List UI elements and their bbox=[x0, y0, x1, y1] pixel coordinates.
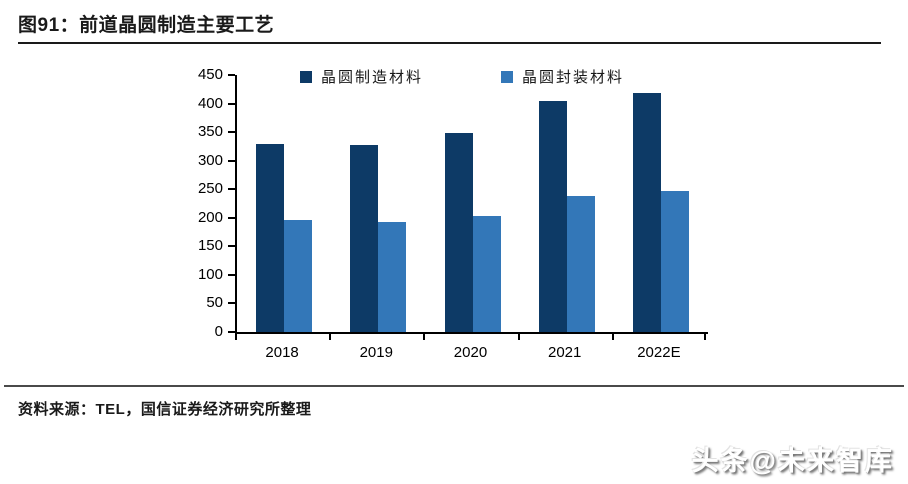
y-tick-mark bbox=[228, 102, 235, 105]
bar-晶圆封装材料-2019 bbox=[378, 222, 407, 332]
x-tick-mark bbox=[517, 334, 520, 340]
legend-item: 晶圆制造材料 bbox=[300, 66, 423, 87]
legend-swatch-icon bbox=[300, 70, 312, 83]
y-tick-mark bbox=[228, 331, 235, 333]
x-tick-mark bbox=[611, 334, 614, 340]
legend-label: 晶圆制造材料 bbox=[321, 68, 424, 86]
y-tick-mark bbox=[228, 159, 235, 162]
bar-晶圆制造材料-2019 bbox=[350, 144, 379, 332]
x-tick-label: 2018 bbox=[265, 344, 299, 361]
y-tick-mark bbox=[228, 245, 235, 248]
bar-晶圆封装材料-2022E bbox=[660, 190, 689, 332]
y-tick-mark bbox=[228, 302, 235, 305]
y-tick-label: 250 bbox=[197, 180, 223, 198]
y-tick-label: 50 bbox=[206, 294, 223, 312]
source-divider bbox=[4, 385, 904, 387]
y-tick-mark bbox=[228, 74, 235, 76]
bar-晶圆封装材料-2021 bbox=[566, 195, 595, 332]
plot-area bbox=[235, 75, 708, 334]
legend-label: 晶圆封装材料 bbox=[522, 68, 625, 86]
legend-swatch-icon bbox=[501, 70, 514, 83]
y-tick-mark bbox=[228, 216, 235, 219]
y-tick-label: 200 bbox=[197, 208, 223, 226]
title-divider bbox=[18, 42, 881, 44]
y-tick-label: 150 bbox=[197, 237, 223, 255]
y-tick-mark bbox=[228, 131, 235, 134]
y-tick-label: 400 bbox=[197, 94, 223, 112]
bar-晶圆制造材料-2020 bbox=[444, 132, 473, 332]
figure-title: 图91：前道晶圆制造主要工艺 bbox=[18, 15, 275, 36]
x-tick-label: 2021 bbox=[548, 344, 582, 361]
source-note: 资料来源：TEL，国信证券经济研究所整理 bbox=[18, 401, 312, 418]
y-tick-label: 450 bbox=[197, 66, 223, 83]
legend-item: 晶圆封装材料 bbox=[501, 66, 624, 87]
watermark: 头条@未来智库 bbox=[691, 446, 894, 476]
bar-晶圆制造材料-2022E bbox=[632, 92, 661, 332]
bar-晶圆封装材料-2018 bbox=[284, 219, 313, 332]
y-tick-mark bbox=[228, 188, 235, 191]
x-tick-mark bbox=[704, 334, 706, 340]
x-tick-mark bbox=[423, 334, 426, 340]
bar-晶圆制造材料-2021 bbox=[538, 101, 567, 332]
y-tick-label: 100 bbox=[197, 265, 223, 283]
y-tick-label: 350 bbox=[197, 123, 223, 141]
chart-legend: 晶圆制造材料 晶圆封装材料 bbox=[300, 66, 624, 87]
bar-晶圆封装材料-2020 bbox=[472, 215, 501, 332]
y-tick-mark bbox=[228, 273, 235, 276]
y-tick-label: 0 bbox=[214, 323, 223, 340]
y-tick-label: 300 bbox=[197, 151, 223, 169]
x-tick-label: 2020 bbox=[453, 344, 488, 361]
x-tick-mark bbox=[235, 334, 237, 340]
x-tick-mark bbox=[329, 334, 332, 340]
x-tick-label: 2019 bbox=[359, 344, 393, 361]
bar-chart: 晶圆制造材料 晶圆封装材料 0 50 100 150 200 250 300 350 400 450… bbox=[0, 55, 908, 385]
bar-晶圆制造材料-2018 bbox=[256, 143, 285, 332]
x-tick-label: 2022E bbox=[637, 344, 681, 361]
